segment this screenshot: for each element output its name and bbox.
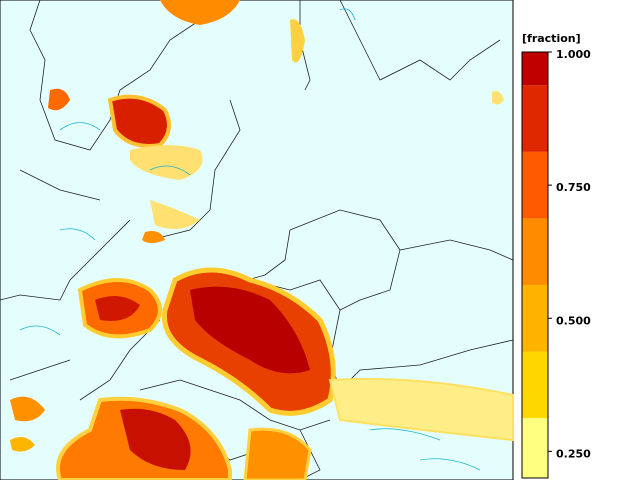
colorbar-bin xyxy=(522,85,548,152)
map xyxy=(0,0,514,480)
colorbar-tick-label: 0.500 xyxy=(556,314,591,327)
colorbar-tick-label: 0.250 xyxy=(556,447,591,460)
colorbar-bin xyxy=(522,218,548,285)
colorbar-bin xyxy=(522,284,548,352)
colorbar-bin xyxy=(522,418,548,478)
colorbar-frame xyxy=(521,51,549,479)
colorbar-tick-label: 0.750 xyxy=(556,181,591,194)
field-patches xyxy=(10,0,514,480)
colorbar-bin xyxy=(522,151,548,219)
colorbar-bin xyxy=(522,52,548,86)
colorbar-tick-label: 1.000 xyxy=(556,48,591,61)
colorbar-bin xyxy=(522,351,548,419)
contour-line xyxy=(19,8,481,471)
colorbar-legend: [fraction] 1.000 0.750 0.500 0.250 xyxy=(521,32,591,479)
colorbar-unit: [fraction] xyxy=(522,32,581,45)
coastline xyxy=(0,0,501,301)
